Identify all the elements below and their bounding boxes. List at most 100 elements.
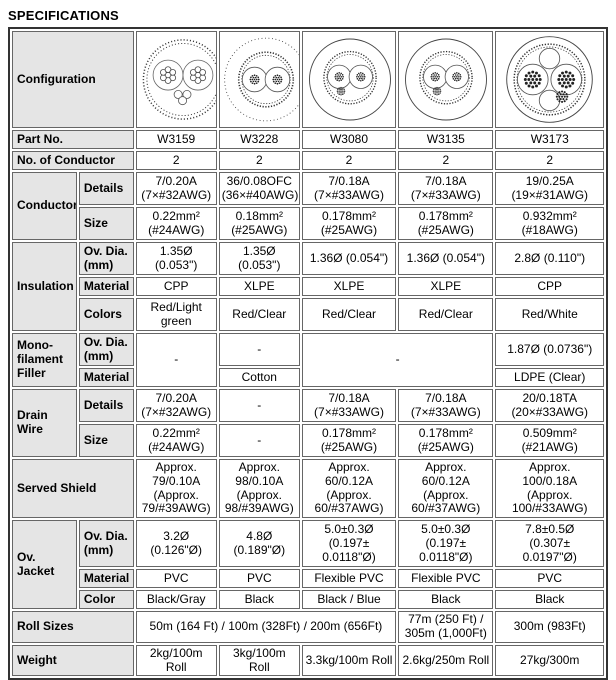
sublabel-jacket-material: Material (78, 569, 134, 589)
sublabel-drain-size: Size (78, 424, 134, 457)
insulation-material-w3228: XLPE (218, 277, 300, 296)
row-filler-material: Material Cotton LDPE (Clear) (12, 368, 604, 387)
drain-details-w3135: 7/0.18A (7×#33AWG) (398, 389, 494, 422)
filler-w3080-w3135: - (301, 333, 494, 387)
row-weight: Weight 2kg/100m Roll 3kg/100m Roll 3.3kg… (12, 644, 604, 677)
jacket-color-w3080: Black / Blue (301, 590, 397, 610)
filler-material-w3228: Cotton (218, 368, 300, 387)
part-no-w3159: W3159 (135, 130, 217, 149)
jacket-ov-dia-w3159: 3.2Ø (0.126"Ø) (135, 520, 217, 568)
jacket-material-w3135: Flexible PVC (398, 569, 494, 589)
drain-size-w3135: 0.178mm² (#25AWG) (398, 424, 494, 457)
jacket-color-w3135: Black (398, 590, 494, 610)
row-no-of-conductor: No. of Conductor 2 2 2 2 2 (12, 151, 604, 170)
weight-w3159: 2kg/100m Roll (135, 644, 217, 677)
row-filler-ov-dia: Mono- filament Filler Ov. Dia. (mm) - - … (12, 333, 604, 387)
insulation-colors-w3173: Red/White (495, 298, 604, 331)
part-no-w3173: W3173 (495, 130, 604, 149)
conductor-details-w3080: 7/0.18A (7×#33AWG) (301, 172, 397, 205)
row-label-ov-jacket: Ov. Jacket (12, 520, 77, 610)
configuration-cell-w3135 (398, 31, 494, 128)
sublabel-conductor-size: Size (78, 207, 134, 240)
served-shield-w3135: Approx. 60/0.12A (Approx. 60/#37AWG) (398, 459, 494, 519)
served-shield-w3159: Approx. 79/0.10A (Approx. 79/#39AWG) (135, 459, 217, 519)
cable-cross-section-w3080-icon (308, 38, 391, 121)
row-drain-size: Size 0.22mm² (#24AWG) - 0.178mm² (#25AWG… (12, 424, 604, 457)
sublabel-jacket-color: Color (78, 590, 134, 610)
row-jacket-color: Color Black/Gray Black Black / Blue Blac… (12, 590, 604, 610)
jacket-material-w3159: PVC (135, 569, 217, 589)
row-label-mono-filament-filler: Mono- filament Filler (12, 333, 77, 387)
cable-cross-section-w3159-icon (142, 39, 216, 120)
row-label-configuration: Configuration (12, 31, 134, 128)
row-label-part-no: Part No. (12, 130, 134, 149)
sublabel-conductor-details: Details (78, 172, 134, 205)
sublabel-jacket-ov-dia: Ov. Dia. (mm) (78, 520, 134, 568)
jacket-ov-dia-w3228: 4.8Ø (0.189"Ø) (218, 520, 300, 568)
jacket-material-w3173: PVC (495, 569, 604, 589)
served-shield-w3173: Approx. 100/0.18A (Approx. 100/#33AWG) (495, 459, 604, 519)
insulation-colors-w3159: Red/Light green (135, 298, 217, 331)
jacket-color-w3159: Black/Gray (135, 590, 217, 610)
insulation-material-w3159: CPP (135, 277, 217, 296)
drain-size-w3228: - (218, 424, 300, 457)
jacket-color-w3173: Black (495, 590, 604, 610)
conductor-size-w3173: 0.932mm² (#18AWG) (495, 207, 604, 240)
sublabel-drain-details: Details (78, 389, 134, 422)
weight-w3080: 3.3kg/100m Roll (301, 644, 397, 677)
drain-details-w3228: - (218, 389, 300, 422)
insulation-colors-w3135: Red/Clear (398, 298, 494, 331)
conductor-size-w3228: 0.18mm² (#25AWG) (218, 207, 300, 240)
row-conductor-details: Conductor Details 7/0.20A (7×#32AWG) 36/… (12, 172, 604, 240)
filler-ov-dia-w3173: 1.87Ø (0.0736") (495, 333, 604, 366)
sublabel-insulation-material: Material (78, 277, 134, 296)
configuration-cell-w3159 (135, 31, 217, 128)
insulation-ov-dia-w3080: 1.36Ø (0.054") (301, 242, 397, 275)
no-of-conductor-w3228: 2 (218, 151, 300, 170)
configuration-cell-w3228 (218, 31, 300, 128)
row-label-conductor: Conductor (12, 172, 77, 240)
sublabel-filler-ov-dia: Ov. Dia. (mm) (78, 333, 134, 366)
row-insulation-material: Material CPP XLPE XLPE XLPE CPP (12, 277, 604, 296)
no-of-conductor-w3173: 2 (495, 151, 604, 170)
filler-material-w3173: LDPE (Clear) (495, 368, 604, 387)
row-roll-sizes: Roll Sizes 50m (164 Ft) / 100m (328Ft) /… (12, 611, 604, 643)
row-label-served-shield: Served Shield (12, 459, 134, 519)
jacket-ov-dia-w3135: 5.0±0.3Ø (0.197± 0.0118"Ø) (398, 520, 494, 568)
insulation-ov-dia-w3135: 1.36Ø (0.054") (398, 242, 494, 275)
drain-size-w3159: 0.22mm² (#24AWG) (135, 424, 217, 457)
jacket-color-w3228: Black (218, 590, 300, 610)
part-no-w3135: W3135 (398, 130, 494, 149)
row-drain-details: Drain Wire Details 7/0.20A (7×#32AWG) - … (12, 389, 604, 457)
served-shield-w3080: Approx. 60/0.12A (Approx. 60/#37AWG) (301, 459, 397, 519)
cable-cross-section-w3135-icon (405, 38, 488, 121)
jacket-material-w3080: Flexible PVC (301, 569, 397, 589)
sublabel-insulation-colors: Colors (78, 298, 134, 331)
row-insulation-colors: Colors Red/Light green Red/Clear Red/Cle… (12, 298, 604, 331)
row-conductor-size: Size 0.22mm² (#24AWG) 0.18mm² (#25AWG) 0… (12, 207, 604, 240)
row-part-no: Part No. W3159 W3228 W3080 W3135 W3173 (12, 130, 604, 149)
insulation-ov-dia-w3173: 2.8Ø (0.110") (495, 242, 604, 275)
insulation-material-w3135: XLPE (398, 277, 494, 296)
no-of-conductor-w3159: 2 (135, 151, 217, 170)
row-served-shield: Served Shield Approx. 79/0.10A (Approx. … (12, 459, 604, 519)
insulation-material-w3173: CPP (495, 277, 604, 296)
conductor-size-w3135: 0.178mm² (#25AWG) (398, 207, 494, 240)
row-jacket-ov-dia: Ov. Jacket Ov. Dia. (mm) 3.2Ø (0.126"Ø) … (12, 520, 604, 610)
no-of-conductor-w3080: 2 (301, 151, 397, 170)
part-no-w3080: W3080 (301, 130, 397, 149)
sublabel-insulation-ov-dia: Ov. Dia. (mm) (78, 242, 134, 275)
page-title: SPECIFICATIONS (8, 8, 119, 23)
conductor-size-w3159: 0.22mm² (#24AWG) (135, 207, 217, 240)
row-label-roll-sizes: Roll Sizes (12, 611, 134, 643)
weight-w3173: 27kg/300m (495, 644, 604, 677)
cable-cross-section-w3173-icon (506, 36, 593, 123)
conductor-details-w3135: 7/0.18A (7×#33AWG) (398, 172, 494, 205)
conductor-details-w3173: 19/0.25A (19×#31AWG) (495, 172, 604, 205)
drain-details-w3159: 7/0.20A (7×#32AWG) (135, 389, 217, 422)
conductor-size-w3080: 0.178mm² (#25AWG) (301, 207, 397, 240)
insulation-colors-w3080: Red/Clear (301, 298, 397, 331)
insulation-colors-w3228: Red/Clear (218, 298, 300, 331)
sublabel-filler-material: Material (78, 368, 134, 387)
